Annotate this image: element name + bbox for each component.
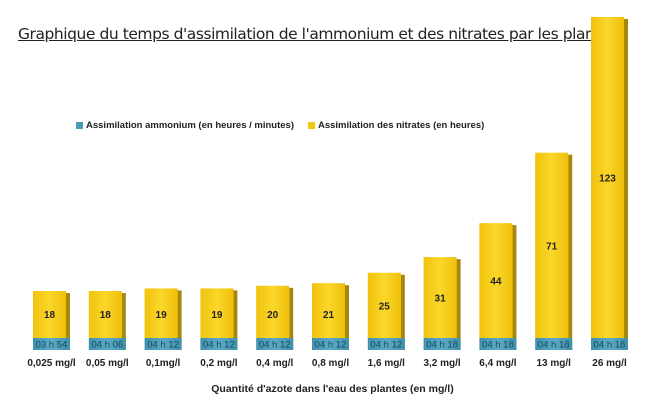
bar-ammonium: [423, 338, 461, 350]
bar-ammonium: [535, 338, 573, 350]
x-tick-label: 0,1mg/l: [145, 358, 181, 369]
data-label-ammonium: 04 h 12: [259, 340, 291, 351]
bar-group: 71 04 h 18: [535, 152, 573, 351]
bar-group: 21 04 h 12: [312, 283, 349, 351]
chart-legend: Assimilation ammonium (en heures / minut…: [76, 120, 498, 131]
x-tick-label: 0,4 mg/l: [256, 358, 294, 369]
bar-side: [66, 293, 70, 350]
legend-label-nitrates: Assimilation des nitrates (en heures): [317, 120, 485, 131]
data-label-ammonium: 04 h 12: [315, 340, 347, 351]
chart-title: Graphique du temps d'assimilation de l'a…: [18, 25, 617, 43]
x-tick-label: 13 mg/l: [536, 358, 571, 369]
bar-nitrates: [88, 291, 122, 338]
bar-side: [400, 274, 405, 350]
bar-nitrates: [144, 288, 178, 338]
data-label-ammonium: 04 h 12: [147, 340, 179, 351]
bar-group: 123 04 h 18: [591, 16, 628, 351]
bar-group: 25 04 h 12: [367, 272, 405, 351]
data-label-ammonium: 03 h 54: [36, 340, 68, 351]
bar-group: 19 04 h 12: [200, 288, 238, 351]
bar-side: [624, 18, 628, 350]
bar-nitrates: [33, 291, 66, 338]
bar-nitrates: [591, 16, 624, 338]
x-tick-label: 3,2 mg/l: [423, 358, 461, 369]
bar-ammonium: [88, 338, 126, 350]
bar-nitrates: [535, 152, 569, 338]
bar-ammonium: [144, 338, 182, 350]
data-label-nitrates: 19: [156, 310, 168, 321]
data-label-nitrates: 71: [546, 241, 558, 252]
bar-side: [233, 290, 238, 350]
bar-side: [568, 154, 573, 350]
data-label-ammonium: 04 h 12: [203, 340, 235, 351]
bar-ammonium: [312, 338, 349, 350]
bar-group: 18 03 h 54: [33, 291, 70, 351]
bar-ammonium: [256, 338, 294, 350]
bar-group: 18 04 h 06: [88, 291, 126, 351]
data-label-nitrates: 20: [267, 310, 279, 321]
data-label-nitrates: 18: [100, 310, 112, 321]
legend-swatch-ammonium: [76, 122, 83, 129]
bar-nitrates: [423, 257, 457, 338]
data-label-nitrates: 21: [323, 310, 335, 321]
bar-ammonium: [591, 338, 628, 350]
bar-group: 31 04 h 18: [423, 257, 461, 351]
bar-side: [121, 293, 126, 350]
bar-side: [456, 259, 461, 350]
legend-label-ammonium: Assimilation ammonium (en heures / minut…: [86, 120, 294, 131]
bar-group: 19 04 h 12: [144, 288, 182, 351]
data-label-ammonium: 04 h 18: [482, 340, 514, 351]
bar-group: 20 04 h 12: [256, 285, 294, 351]
x-tick-label: 0,8 mg/l: [311, 358, 350, 369]
x-tick-label: 0,2 mg/l: [200, 358, 238, 369]
x-tick-label: 26 mg/l: [592, 358, 627, 369]
bar-ammonium: [33, 338, 70, 350]
data-label-nitrates: 123: [599, 173, 616, 184]
data-label-nitrates: 31: [435, 294, 447, 305]
data-label-ammonium: 04 h 12: [370, 340, 402, 351]
bar-ammonium: [367, 338, 405, 350]
data-label-nitrates: 44: [490, 277, 502, 288]
x-tick-label: 6,4 mg/l: [479, 358, 517, 369]
data-label-ammonium: 04 h 06: [91, 340, 123, 351]
bar-nitrates: [312, 283, 345, 338]
data-label-nitrates: 25: [379, 301, 391, 312]
x-tick-label: 0,05 mg/l: [85, 358, 129, 369]
data-label-nitrates: 19: [211, 310, 223, 321]
bar-nitrates: [200, 288, 234, 338]
bar-ammonium: [200, 338, 238, 350]
bar-side: [289, 287, 294, 350]
x-tick-label: 0,025 mg/l: [27, 358, 76, 369]
bar-side: [512, 225, 517, 350]
legend-swatch-nitrates: [307, 122, 315, 129]
bar-ammonium: [479, 338, 517, 350]
bar-group: 44 04 h 18: [479, 223, 517, 351]
bar-nitrates: [479, 223, 513, 338]
x-axis-label: Quantité d'azote dans l'eau des plantes …: [211, 383, 454, 395]
x-tick-label: 1,6 mg/l: [367, 358, 405, 369]
bar-side: [177, 290, 182, 350]
legend-item-nitrates: Assimilation des nitrates (en heures): [307, 120, 485, 131]
data-label-ammonium: 04 h 18: [426, 340, 458, 351]
legend-item-ammonium: Assimilation ammonium (en heures / minut…: [76, 120, 294, 131]
bar-nitrates: [367, 272, 401, 338]
data-label-nitrates: 18: [44, 310, 56, 321]
data-label-ammonium: 04 h 18: [538, 340, 570, 351]
bar-side: [345, 285, 349, 350]
bar-nitrates: [256, 285, 290, 338]
data-label-ammonium: 04 h 18: [594, 340, 626, 351]
